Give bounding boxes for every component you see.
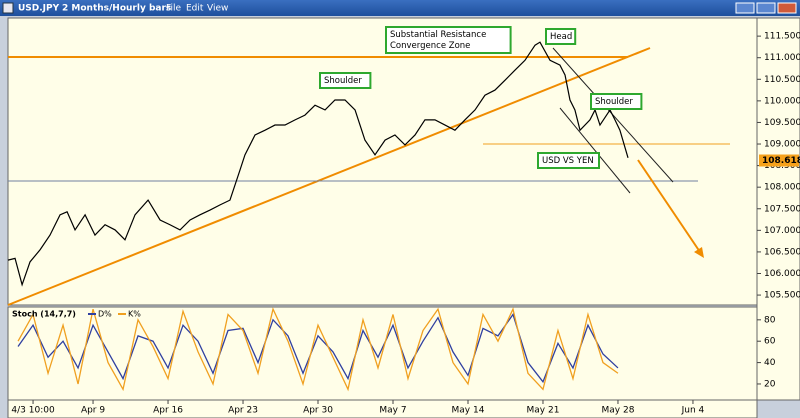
y-tick-label: 107.000 <box>764 226 800 236</box>
y-axis-strip <box>756 17 800 401</box>
last-price-label: 108.618 <box>762 156 800 166</box>
y-tick-label: 20 <box>764 379 776 389</box>
y-tick-label: 105.500 <box>764 291 800 301</box>
y-tick-label: 109.000 <box>764 140 800 150</box>
x-tick-label: May 7 <box>379 406 406 416</box>
annotation-box <box>590 93 643 110</box>
stoch-title: Stoch (14,7,7) <box>12 310 76 319</box>
menu-item[interactable]: Edit <box>186 4 204 14</box>
window-subtitle: 2 Months/Hourly bars <box>62 4 171 14</box>
x-tick-label: 4/3 10:00 <box>11 406 55 416</box>
x-tick-label: May 28 <box>602 406 635 416</box>
y-tick-label: 106.000 <box>764 269 800 279</box>
y-tick-label: 106.500 <box>764 247 800 257</box>
x-tick-label: May 14 <box>452 406 485 416</box>
x-tick-label: Apr 23 <box>228 406 258 416</box>
trendlines <box>7 47 730 306</box>
annotation-text: USD VS YEN <box>542 156 594 166</box>
annotation-box <box>319 72 372 89</box>
y-tick-label: 40 <box>764 358 776 368</box>
y-tick-label: 110.500 <box>764 75 800 85</box>
menu-item[interactable]: View <box>207 4 228 14</box>
annotation-text: Shoulder <box>324 76 362 86</box>
x-tick-label: Jun 4 <box>681 406 705 416</box>
legend-label: D% <box>98 310 112 319</box>
y-tick-label: 80 <box>764 315 776 325</box>
annotation-box <box>385 26 512 54</box>
y-tick-label: 110.000 <box>764 96 800 106</box>
x-tick-label: May 21 <box>527 406 560 416</box>
arrow-head <box>694 247 704 258</box>
annotation-text: Shoulder <box>595 97 633 107</box>
price-panel <box>7 17 758 306</box>
y-tick-label: 109.500 <box>764 118 800 128</box>
x-tick-label: Apr 9 <box>81 406 105 416</box>
x-tick-label: Apr 16 <box>153 406 183 416</box>
annotation-text: Substantial Resistance <box>390 30 486 40</box>
y-tick-label: 60 <box>764 337 776 347</box>
window-buttons <box>735 2 797 14</box>
menu-item[interactable]: File <box>166 4 182 14</box>
annotation-text: Convergence Zone <box>390 41 470 51</box>
annotation-box <box>537 152 600 169</box>
last-price-box <box>759 154 799 167</box>
annotation-text: Head <box>550 32 572 42</box>
menu: File Edit View <box>166 4 228 14</box>
close-button[interactable] <box>777 2 797 14</box>
price-line <box>17 307 619 392</box>
y-tick-label: 108.000 <box>764 183 800 193</box>
window-title: USD.JPY <box>18 4 60 14</box>
uptrend-line <box>7 47 651 306</box>
maximize-button[interactable] <box>756 2 776 14</box>
forecast-arrow <box>637 159 701 253</box>
y-tick-label: 111.000 <box>764 53 800 63</box>
legend-label: K% <box>128 310 141 319</box>
channel-line <box>559 107 631 194</box>
minimize-button[interactable] <box>735 2 755 14</box>
x-axis-strip <box>7 399 758 418</box>
title-bar <box>0 0 800 16</box>
annotation-box <box>545 28 577 45</box>
window-icon[interactable] <box>2 2 14 14</box>
price-line <box>7 41 629 287</box>
y-tick-label: 107.500 <box>764 204 800 214</box>
x-tick-label: Apr 30 <box>303 406 333 416</box>
y-tick-label: 111.500 <box>764 32 800 42</box>
